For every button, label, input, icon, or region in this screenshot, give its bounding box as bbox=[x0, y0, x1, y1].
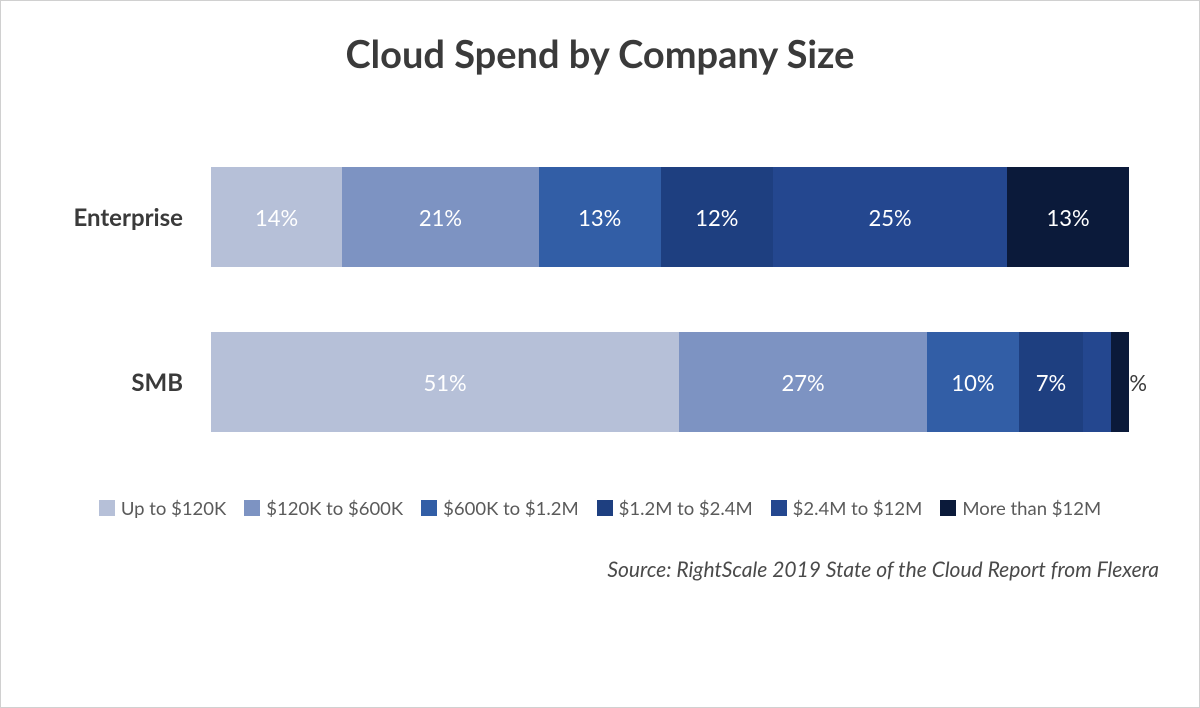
segment-value: 14% bbox=[255, 204, 298, 231]
legend: Up to $120K $120K to $600K $600K to $1.2… bbox=[31, 497, 1169, 519]
legend-swatch bbox=[597, 500, 613, 516]
chart-container: Cloud Spend by Company Size Enterprise 1… bbox=[0, 0, 1200, 708]
category-label: Enterprise bbox=[31, 203, 211, 232]
legend-item: $1.2M to $2.4M bbox=[597, 497, 753, 519]
bar-segment: 12% bbox=[661, 167, 773, 267]
segment-value: 51% bbox=[424, 369, 467, 396]
bar-track: 51% 27% 10% 7% 3% bbox=[211, 332, 1129, 432]
bar-track: 14% 21% 13% 12% 25% 13% bbox=[211, 167, 1129, 267]
legend-label: $600K to $1.2M bbox=[443, 497, 578, 519]
bar-row-smb: SMB 51% 27% 10% 7% 3% bbox=[31, 332, 1129, 432]
legend-label: $2.4M to $12M bbox=[793, 497, 923, 519]
segment-value: 25% bbox=[869, 204, 912, 231]
bar-segment: 13% bbox=[1007, 167, 1129, 267]
legend-label: More than $12M bbox=[962, 497, 1101, 519]
segment-value: 7% bbox=[1036, 369, 1066, 396]
legend-swatch bbox=[244, 500, 260, 516]
bar-segment: 10% bbox=[927, 332, 1019, 432]
legend-label: $120K to $600K bbox=[266, 497, 403, 519]
category-label: SMB bbox=[31, 368, 211, 397]
legend-item: More than $12M bbox=[940, 497, 1101, 519]
segment-value: 12% bbox=[695, 204, 738, 231]
bar-segment: 25% bbox=[773, 167, 1007, 267]
bar-segment: 7% bbox=[1019, 332, 1083, 432]
legend-item: $600K to $1.2M bbox=[421, 497, 578, 519]
legend-item: $2.4M to $12M bbox=[771, 497, 923, 519]
legend-item: Up to $120K bbox=[99, 497, 226, 519]
legend-item: $120K to $600K bbox=[244, 497, 403, 519]
segment-value: 21% bbox=[419, 204, 462, 231]
legend-label: $1.2M to $2.4M bbox=[619, 497, 753, 519]
bar-segment: 14% bbox=[211, 167, 342, 267]
segment-value: 13% bbox=[578, 204, 621, 231]
bars-area: Enterprise 14% 21% 13% 12% 25% 13% SMB 5… bbox=[31, 167, 1169, 432]
bar-segment: 3% bbox=[1083, 332, 1111, 432]
legend-swatch bbox=[99, 500, 115, 516]
bar-segment bbox=[1111, 332, 1129, 432]
bar-row-enterprise: Enterprise 14% 21% 13% 12% 25% 13% bbox=[31, 167, 1129, 267]
source-attribution: Source: RightScale 2019 State of the Clo… bbox=[31, 557, 1169, 582]
bar-segment: 51% bbox=[211, 332, 679, 432]
legend-swatch bbox=[771, 500, 787, 516]
bar-segment: 27% bbox=[679, 332, 927, 432]
legend-swatch bbox=[940, 500, 956, 516]
legend-swatch bbox=[421, 500, 437, 516]
segment-value: 13% bbox=[1046, 204, 1089, 231]
chart-title: Cloud Spend by Company Size bbox=[31, 31, 1169, 77]
bar-segment: 13% bbox=[539, 167, 661, 267]
segment-value: 27% bbox=[782, 369, 825, 396]
legend-label: Up to $120K bbox=[121, 497, 226, 519]
segment-value: 10% bbox=[951, 369, 994, 396]
bar-segment: 21% bbox=[342, 167, 539, 267]
